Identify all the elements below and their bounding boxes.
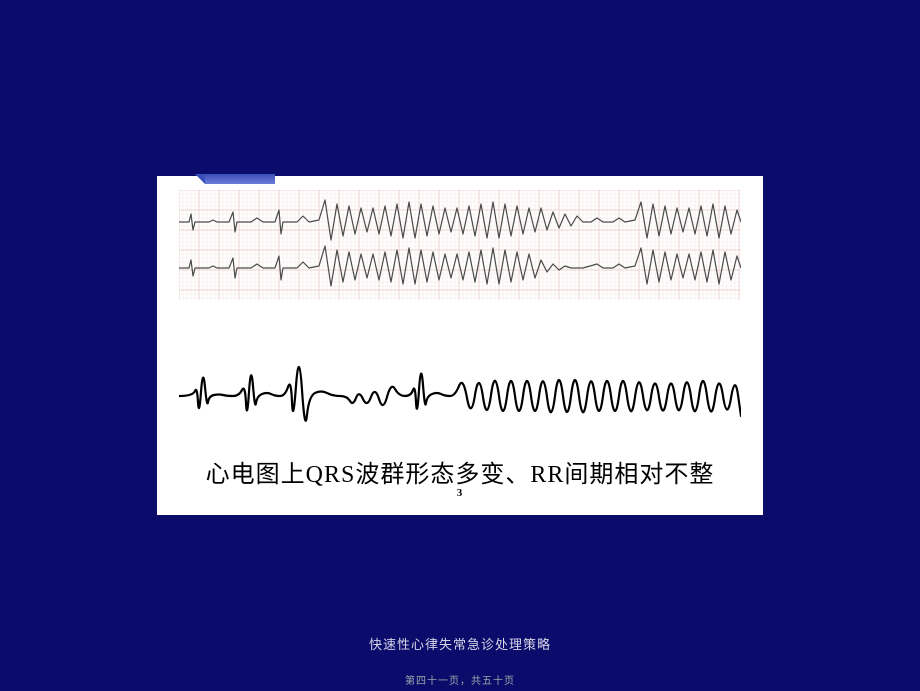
slide-footer-title: 快速性心律失常急诊处理策略 bbox=[0, 634, 920, 653]
ecg-bottom-svg bbox=[179, 326, 741, 446]
ecg-caption: 心电图上QRS波群形态多变、RR间期相对不整 3 bbox=[157, 454, 763, 499]
slide-tab-accent bbox=[205, 174, 275, 184]
ecg-strip-top: III bbox=[179, 190, 741, 300]
caption-number: 3 bbox=[157, 487, 763, 499]
slide-footer-page: 第四十一页，共五十页 bbox=[0, 672, 920, 687]
ecg-top-svg: III bbox=[179, 190, 741, 300]
caption-text: 心电图上QRS波群形态多变、RR间期相对不整 bbox=[206, 462, 715, 488]
ecg-strip-bottom bbox=[179, 326, 741, 446]
ecg-panel: III 心电图上QRS波群形态多变、RR间期相对不整 3 bbox=[157, 176, 763, 515]
